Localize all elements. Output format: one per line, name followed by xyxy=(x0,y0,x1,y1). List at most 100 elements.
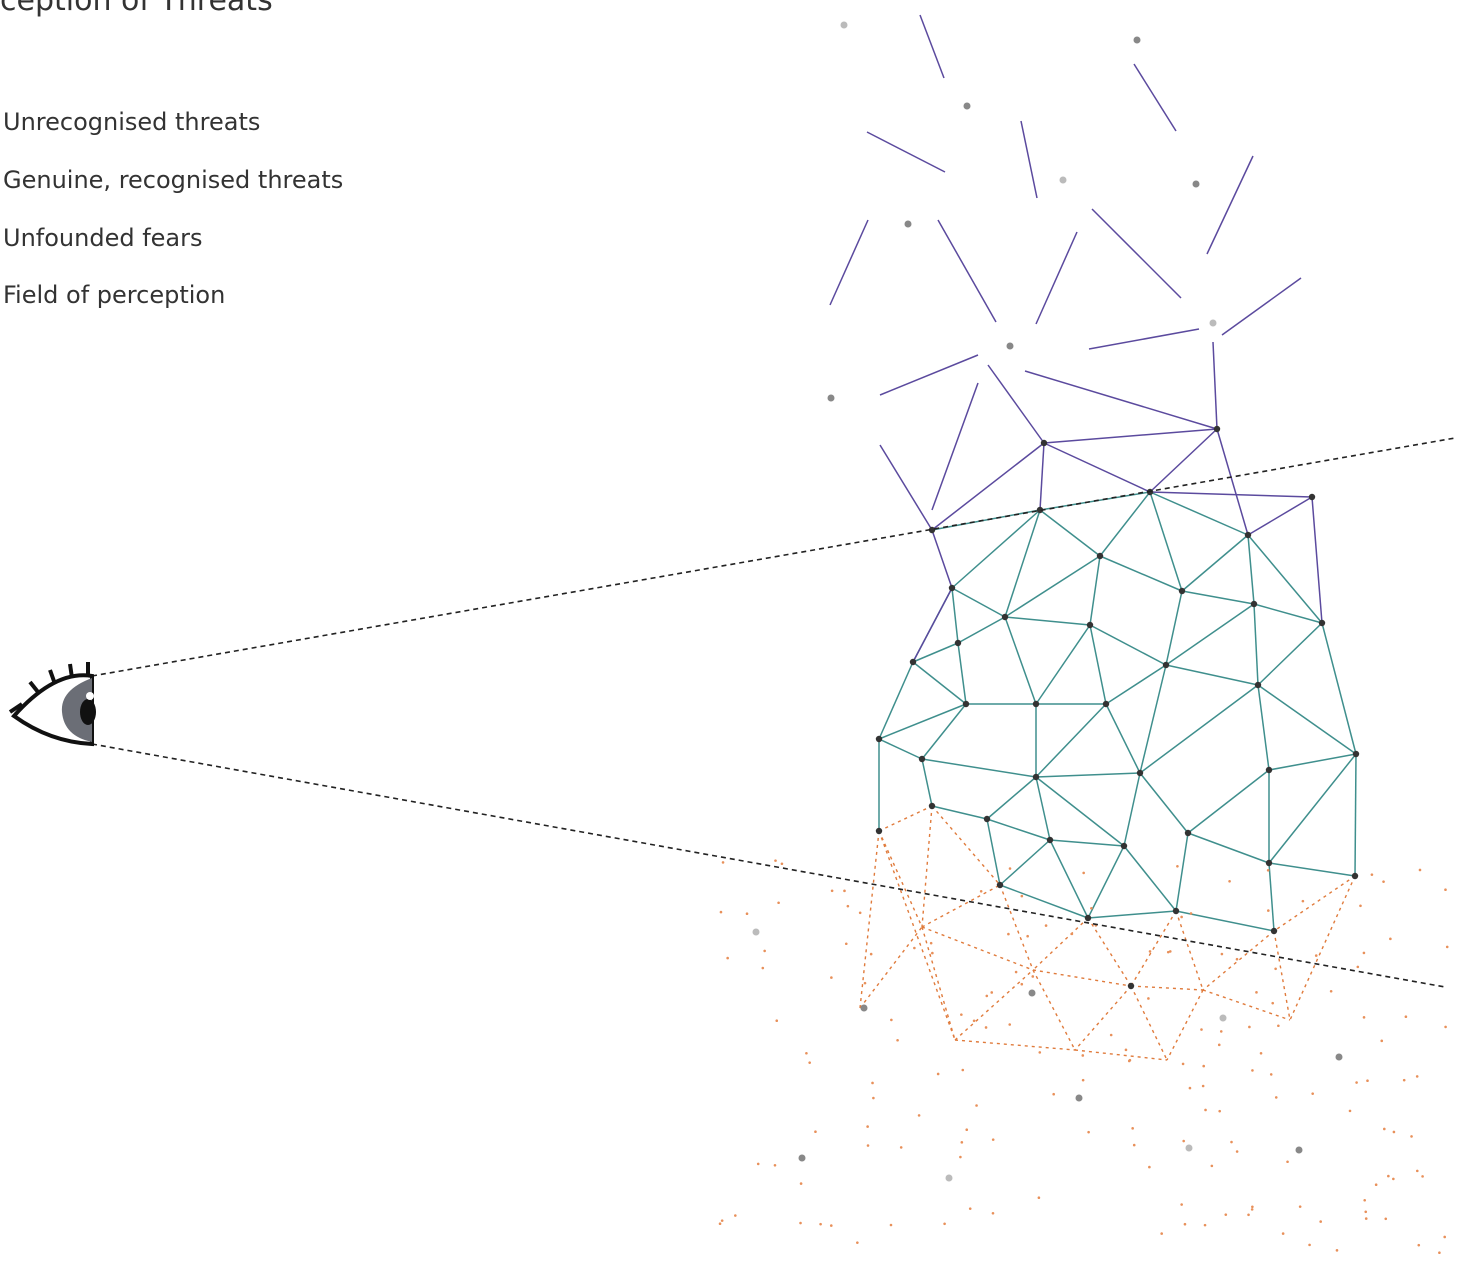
loose-edge xyxy=(880,445,932,530)
pupil xyxy=(80,699,96,725)
speck xyxy=(1160,1232,1163,1235)
speck xyxy=(1271,1002,1274,1005)
edge xyxy=(932,530,952,588)
edge xyxy=(1124,846,1176,911)
speck xyxy=(1176,865,1179,868)
speck xyxy=(960,1013,963,1016)
stray-dot xyxy=(1134,37,1141,44)
node xyxy=(1179,588,1185,594)
speck xyxy=(1444,1026,1447,1029)
speck xyxy=(757,1163,760,1166)
stray-dot xyxy=(799,1155,806,1162)
speck xyxy=(1090,907,1093,910)
speck xyxy=(1147,997,1150,1000)
speck xyxy=(985,1026,988,1029)
perception-line xyxy=(92,744,1445,987)
speck xyxy=(1275,1096,1278,1099)
edge xyxy=(1005,617,1036,704)
speck xyxy=(969,1207,972,1210)
edge xyxy=(1269,863,1355,876)
stray-dot xyxy=(1220,1015,1227,1022)
edge xyxy=(922,759,1036,777)
stray-dot xyxy=(841,22,848,29)
edge xyxy=(1150,429,1217,492)
speck xyxy=(847,905,850,908)
edge xyxy=(1248,497,1312,535)
legend-item: Genuine, recognised threats xyxy=(3,166,343,194)
edge xyxy=(1150,492,1182,591)
edge xyxy=(1100,556,1182,591)
node xyxy=(963,701,969,707)
speck xyxy=(1446,946,1449,949)
speck xyxy=(870,953,873,956)
edge xyxy=(1188,833,1269,863)
speck xyxy=(980,890,983,893)
speck xyxy=(866,1125,869,1128)
edge xyxy=(952,588,958,643)
stray-dot xyxy=(1336,1054,1343,1061)
speck xyxy=(1221,953,1224,956)
speck xyxy=(1248,1026,1251,1029)
speck xyxy=(1311,1092,1314,1095)
node xyxy=(876,736,882,742)
stray-dot xyxy=(946,1175,953,1182)
edge xyxy=(1131,986,1203,990)
edge xyxy=(1258,623,1322,685)
edge xyxy=(1044,429,1217,443)
loose-edge xyxy=(1036,232,1077,324)
edge xyxy=(1312,497,1322,623)
stray-dot xyxy=(861,1005,868,1012)
node xyxy=(1214,426,1220,432)
edge xyxy=(1355,754,1356,876)
threat-network xyxy=(719,15,1449,1254)
speck xyxy=(1366,1079,1369,1082)
node xyxy=(1137,770,1143,776)
node xyxy=(1103,701,1109,707)
edge xyxy=(1140,773,1188,833)
edge xyxy=(1150,492,1312,497)
edge xyxy=(1050,840,1124,846)
edge xyxy=(922,759,932,806)
edge xyxy=(1005,556,1100,617)
edge xyxy=(913,643,958,662)
speck xyxy=(1416,1075,1419,1078)
speck xyxy=(1286,1160,1289,1163)
speck xyxy=(943,1222,946,1225)
speck xyxy=(719,1222,722,1225)
node xyxy=(1173,908,1179,914)
speck xyxy=(1302,900,1305,903)
edge xyxy=(922,806,932,927)
stray-dot xyxy=(753,929,760,936)
speck xyxy=(1357,966,1360,969)
stray-dot xyxy=(1060,177,1067,184)
speck xyxy=(819,1223,822,1226)
speck xyxy=(1421,1175,1424,1178)
speck xyxy=(1202,1065,1205,1068)
speck xyxy=(774,859,777,862)
edge xyxy=(922,927,1033,970)
speck xyxy=(1349,1110,1352,1113)
speck xyxy=(805,1052,808,1055)
edge xyxy=(1248,535,1322,623)
speck xyxy=(1129,1059,1132,1062)
edge xyxy=(1088,918,1131,986)
speck xyxy=(959,1156,962,1159)
speck xyxy=(961,1069,964,1072)
edge xyxy=(1033,918,1088,970)
speck xyxy=(1131,1127,1134,1130)
speck xyxy=(1021,895,1024,898)
speck xyxy=(734,1214,737,1217)
speck xyxy=(1365,1217,1368,1220)
speck xyxy=(1319,1220,1322,1223)
speck xyxy=(1038,1051,1041,1054)
speck xyxy=(1052,1093,1055,1096)
speck xyxy=(1218,1110,1221,1113)
speck xyxy=(843,890,846,893)
node xyxy=(1002,614,1008,620)
node xyxy=(955,640,961,646)
loose-edge xyxy=(938,220,996,322)
speck xyxy=(1371,873,1374,876)
speck xyxy=(985,995,988,998)
speck xyxy=(1444,888,1447,891)
speck xyxy=(1180,916,1183,919)
